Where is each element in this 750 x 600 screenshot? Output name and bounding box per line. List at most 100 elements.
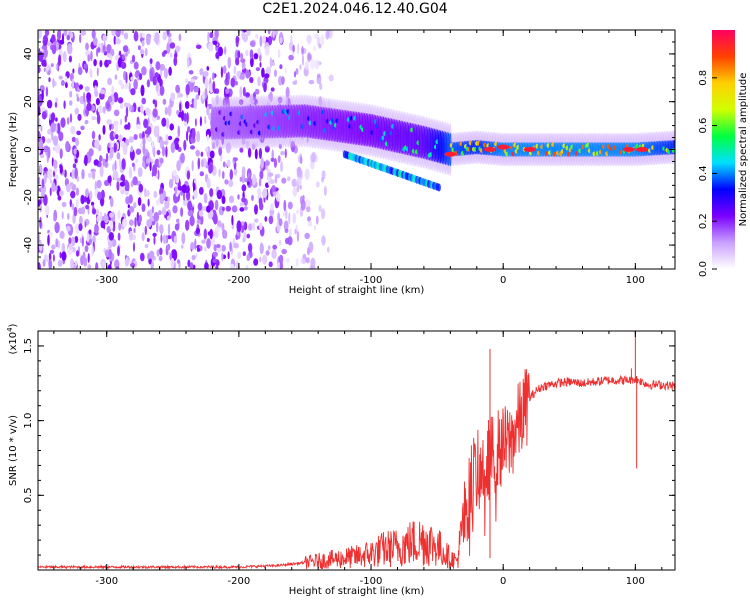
noise-blob [83,63,88,69]
noise-blob [97,191,102,201]
noise-blob [193,98,197,110]
noise-blob [113,92,119,103]
noise-blob [129,219,134,226]
noise-blob [185,219,190,231]
noise-blob [204,77,209,89]
noise-blob [47,168,53,180]
noise-blob [106,59,112,65]
noise-blob [281,177,287,184]
noise-blob [173,235,178,244]
noise-blob [78,223,83,232]
noise-blob [41,59,47,67]
noise-blob [101,261,105,269]
noise-blob [241,60,246,70]
noise-blob [263,82,267,93]
noise-blob [284,67,287,74]
noise-blob [262,35,266,44]
noise-blob [296,230,300,242]
noise-blob [52,254,55,262]
noise-blob [39,204,43,213]
noise-blob [316,74,322,85]
noise-blob [277,49,281,59]
noise-blob [222,229,228,239]
band-core [622,147,635,152]
noise-blob [95,98,100,106]
noise-blob [68,237,72,245]
noise-blob [233,167,238,176]
noise-blob [157,132,160,143]
noise-blob [292,186,298,197]
noise-blob [88,148,94,157]
noise-blob [268,172,274,177]
noise-blob [206,134,210,142]
spec-ytick-label: -20 [23,189,34,205]
noise-blob [76,93,79,98]
noise-blob [156,149,161,156]
noise-blob [204,116,207,125]
noise-blob [259,242,264,255]
noise-blob [122,45,129,53]
noise-blob [94,223,99,234]
noise-blob [254,218,259,223]
noise-blob [296,209,299,215]
noise-blob [173,56,178,67]
noise-blob [312,45,317,52]
noise-blob [85,188,89,198]
noise-blob [79,215,83,225]
noise-blob [80,194,85,205]
noise-blob [56,30,62,41]
noise-blob [191,127,196,140]
noise-blob [79,84,83,90]
noise-blob [119,103,124,109]
noise-blob [84,221,87,228]
noise-blob [92,37,98,46]
noise-blob [133,30,139,42]
noise-blob [170,257,175,269]
noise-blob [134,72,137,77]
noise-blob [264,216,268,222]
noise-blob [227,251,230,260]
noise-blob [246,254,251,262]
noise-blob [159,157,164,164]
noise-blob [258,197,263,206]
noise-blob [257,48,261,56]
noise-blob [229,241,232,252]
noise-blob [288,212,291,225]
noise-blob [115,266,120,269]
noise-blob [154,32,160,45]
noise-blob [249,40,256,47]
noise-blob [126,102,131,108]
noise-blob [48,77,51,83]
noise-blob [113,142,118,153]
noise-blob [117,210,121,220]
noise-blob [285,257,290,264]
noise-blob [166,42,171,54]
spec-xtick-label: 100 [626,275,645,286]
noise-blob [69,113,73,123]
noise-blob [131,54,136,63]
noise-blob [282,212,286,217]
noise-blob [237,50,241,59]
noise-blob [38,51,44,62]
noise-blob [109,212,114,218]
noise-blob [47,234,50,246]
noise-blob [242,237,245,243]
noise-blob [283,220,289,231]
noise-blob [108,248,112,260]
noise-blob [190,78,196,83]
noise-blob [265,250,270,256]
noise-blob [226,159,231,168]
noise-blob [149,70,154,82]
noise-blob [75,250,80,257]
noise-blob [146,151,150,159]
noise-blob [195,227,201,234]
noise-blob [41,178,45,189]
noise-blob [122,143,128,156]
noise-blob [57,195,62,201]
noise-blob [53,215,57,222]
noise-blob [109,147,114,159]
noise-blob [225,72,228,83]
noise-blob [69,258,74,269]
noise-blob [239,202,245,207]
noise-blob [54,174,59,180]
